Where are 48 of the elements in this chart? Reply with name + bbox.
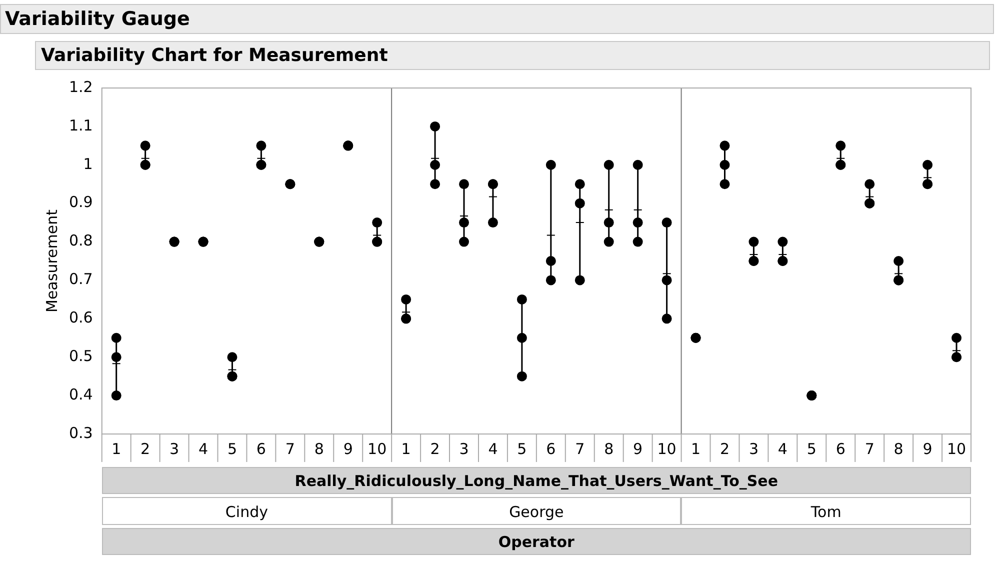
x-tick-label: 4 [488, 440, 498, 458]
x-tick-label: 7 [864, 440, 874, 458]
y-tick-label: 1.1 [68, 116, 93, 134]
x-tick-label: 7 [575, 440, 585, 458]
y-axis-title: Measurement [42, 209, 61, 312]
x-tick-label: 3 [170, 440, 180, 458]
y-tick-label: 0.4 [68, 385, 93, 404]
y-tick-label: 0.6 [68, 308, 93, 327]
x-tick-label: 5 [227, 440, 237, 458]
x-tick-label: 10 [368, 440, 387, 458]
x-tick-label: 5 [517, 440, 527, 458]
text: Operator [102, 528, 971, 555]
x-tick-label: 10 [657, 440, 676, 458]
x-tick-label: 8 [314, 440, 324, 458]
x-tick-label: 6 [546, 440, 556, 458]
x-tick-label: 9 [633, 440, 643, 458]
x-tick-label: 8 [604, 440, 614, 458]
y-tick-label: 0.9 [68, 193, 93, 212]
x-tick-label: 2 [140, 440, 150, 458]
text: Tom [681, 497, 971, 525]
x-tick-label: 1 [401, 440, 411, 458]
x-tick-label: 4 [778, 440, 788, 458]
chart-subtitle: Variability Chart for Measurement [35, 41, 990, 70]
x-tick-label: 8 [894, 440, 904, 458]
x-tick-label: 2 [430, 440, 440, 458]
y-tick-label: 0.3 [68, 424, 93, 442]
x-tick-label: 6 [836, 440, 846, 458]
y-tick-label: 1 [83, 154, 93, 173]
text: Really_Ridiculously_Long_Name_That_Users_Want_To_See [102, 467, 971, 494]
x-tick-label: 3 [748, 440, 758, 458]
y-tick-label: 0.8 [68, 232, 93, 250]
x-tick-label: 7 [285, 440, 295, 458]
x-tick-label: 9 [922, 440, 932, 458]
x-tick-label: 6 [256, 440, 266, 458]
x-tick-label: 5 [806, 440, 816, 458]
chart-title: Variability Gauge [0, 4, 994, 34]
x-tick-label: 3 [459, 440, 469, 458]
x-tick-label: 10 [946, 440, 966, 458]
x-tick-label: 4 [198, 440, 208, 458]
x-tick-label: 1 [112, 440, 122, 458]
y-tick-label: 0.5 [68, 347, 93, 365]
x-tick-label: 2 [720, 440, 730, 458]
y-tick-label: 0.7 [68, 270, 93, 288]
text: Cindy [102, 497, 392, 525]
text: George [392, 497, 682, 525]
x-tick-label: 1 [690, 440, 701, 458]
x-tick-label: 9 [343, 440, 353, 458]
y-tick-label: 1.2 [68, 78, 93, 96]
